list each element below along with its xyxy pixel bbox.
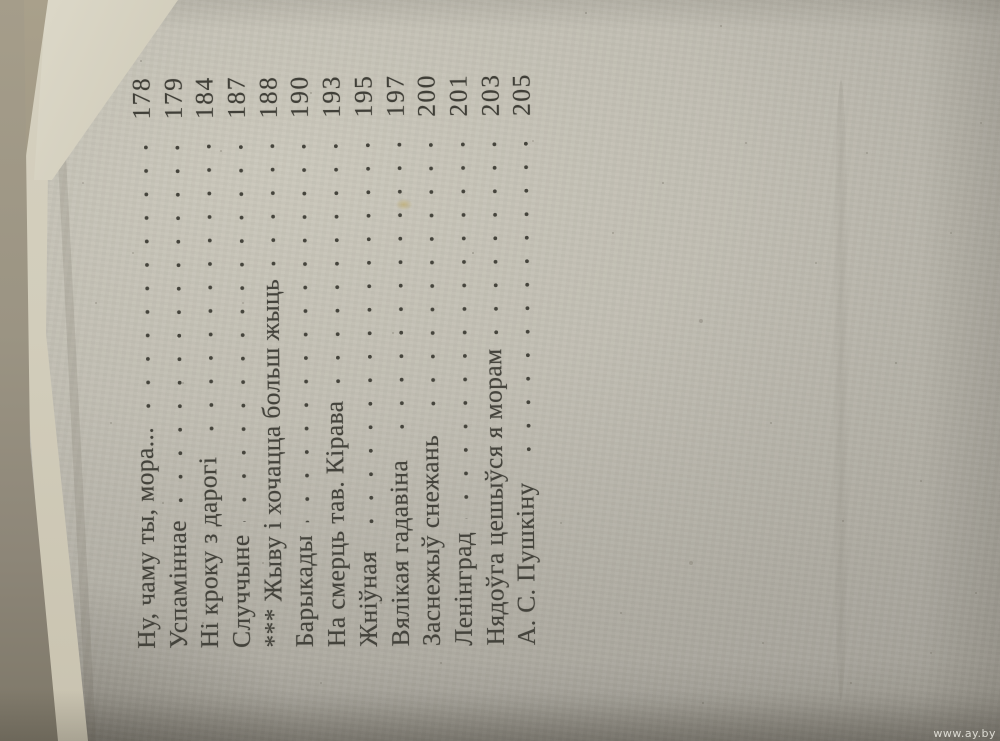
dot-leader xyxy=(189,135,225,444)
toc-entry-title: Жнiўная xyxy=(352,550,383,647)
dot-leader xyxy=(157,135,194,508)
toc-entry-page-number: 203 xyxy=(475,73,505,117)
toc-entry-title: А. С. Пушкiну xyxy=(510,482,542,646)
toc-entry-title: Нядоўга цешыўся я морам xyxy=(477,348,510,646)
dot-leader xyxy=(126,135,161,415)
paper-shading-streak xyxy=(833,80,849,700)
toc-entry-page-number: 190 xyxy=(284,75,315,119)
toc-entry-title: Случчыне xyxy=(225,534,257,649)
dot-leader xyxy=(411,132,446,423)
toc-entry-title: Нi кроку з дарогi xyxy=(193,456,225,649)
toc-entry-title: Успамiннае xyxy=(162,519,193,649)
dot-leader xyxy=(474,132,509,336)
toc-entry-title: Заснежыў снежань xyxy=(415,434,447,647)
toc-entry-page-number: 201 xyxy=(443,73,473,117)
toc-entry-page-number: 178 xyxy=(126,76,156,120)
dot-leader xyxy=(284,134,320,523)
toc-entry-page-number: 205 xyxy=(506,73,537,117)
toc-entry-page-number: 200 xyxy=(411,74,442,118)
toc-entry-page-number: 195 xyxy=(348,74,378,118)
dot-leader xyxy=(252,134,286,267)
toc-entry-page-number: 187 xyxy=(221,75,251,119)
toc-entry-page-number: 179 xyxy=(158,76,188,120)
toc-entry: А. С. Пушкiну 205 xyxy=(506,73,543,645)
toc-entry-title: Ну, чаму ты, мора... xyxy=(129,426,161,649)
watermark: www.ay.by xyxy=(933,727,996,740)
toc-entry-page-number: 193 xyxy=(316,74,347,118)
dot-leader xyxy=(347,133,384,539)
toc-entry-page-number: 184 xyxy=(189,76,220,120)
toc-entry-title: Ленiнград xyxy=(447,531,478,646)
toc-entry-title: На смерць тав. Кiрава xyxy=(319,400,352,648)
dot-leader xyxy=(442,132,479,520)
table-of-contents: Ну, чаму ты, мора... 178 Успамiннае 179 … xyxy=(126,73,543,649)
dot-leader xyxy=(379,133,415,448)
dot-leader xyxy=(316,133,351,388)
toc-entry-page-number: 197 xyxy=(379,74,410,118)
dot-leader xyxy=(506,132,542,470)
toc-entry-title: *** Жыву i хочацца больш жыць xyxy=(255,278,288,648)
dot-leader xyxy=(221,134,257,522)
toc-entry-title: Вялiкая гадавiна xyxy=(383,459,415,647)
toc-entry-page-number: 188 xyxy=(253,75,283,119)
toc-entry-title: Барыкады xyxy=(289,534,320,648)
